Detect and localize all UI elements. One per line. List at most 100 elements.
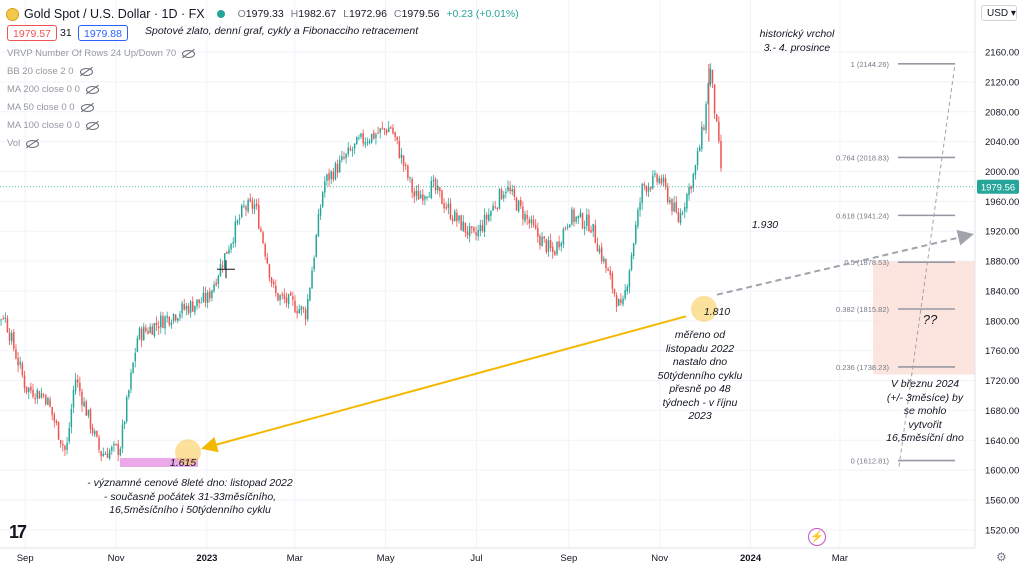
forecast-zone	[873, 261, 979, 375]
candle-body	[468, 226, 471, 237]
candle-body	[379, 128, 381, 133]
candle-body	[228, 249, 230, 254]
candle-body	[313, 257, 315, 270]
candle-body	[349, 148, 352, 151]
candle-body	[443, 203, 445, 209]
candle-body	[123, 421, 126, 425]
eye-hidden-icon[interactable]	[79, 67, 93, 76]
buy-button[interactable]: 1979.88	[78, 25, 128, 41]
candle-body	[662, 177, 665, 183]
candle-body	[707, 83, 709, 105]
tradingview-logo[interactable]: 17	[9, 522, 27, 542]
candle-body	[25, 386, 28, 393]
fib-level-label: 0 (1612.81)	[851, 457, 890, 466]
candle-body	[157, 326, 160, 329]
candle-body	[696, 151, 699, 166]
candle-body	[202, 292, 205, 302]
candle-body	[520, 200, 522, 206]
eye-hidden-icon[interactable]	[26, 139, 40, 148]
candle-body	[343, 157, 345, 159]
candle-body	[15, 349, 17, 359]
candle-body	[128, 390, 130, 397]
candle-body	[571, 209, 573, 225]
candle-body	[600, 247, 603, 262]
price-tick-label: 1640.00	[985, 436, 1019, 447]
indicator-ma50[interactable]: MA 50 close 0 0	[7, 102, 94, 113]
candle-body	[315, 235, 318, 257]
candle-body	[76, 379, 79, 383]
candle-body	[57, 421, 60, 440]
eye-hidden-icon[interactable]	[182, 49, 196, 58]
candle-body	[400, 154, 403, 159]
candle-body	[226, 251, 228, 254]
candle-body	[217, 275, 220, 284]
candle-body	[705, 104, 707, 131]
candle-body	[347, 147, 349, 155]
candle-body	[45, 395, 47, 405]
candle-body	[511, 189, 513, 192]
candle-body	[279, 295, 281, 301]
candle-body	[87, 409, 90, 416]
candle-body	[364, 142, 367, 145]
price-axis	[975, 0, 1023, 569]
candle-body	[596, 243, 599, 252]
candle-body	[528, 219, 531, 224]
candle-body	[592, 223, 594, 232]
candle-body	[179, 313, 181, 318]
candle-body	[526, 214, 528, 219]
gear-icon[interactable]: ⚙	[996, 550, 1007, 564]
candle-body	[49, 399, 51, 407]
candle-body	[36, 389, 39, 399]
candle-body	[13, 331, 15, 349]
candle-body	[660, 178, 663, 184]
candle-body	[106, 453, 109, 458]
chart-subtitle: Spotové zlato, denní graf, cykly a Fibon…	[145, 25, 419, 37]
candle-body	[479, 224, 482, 232]
candle-body	[19, 361, 21, 365]
indicator-vrvp[interactable]: VRVP Number Of Rows 24 Up/Down 70	[7, 48, 196, 59]
change-value: +0.23 (+0.01%)	[446, 8, 519, 20]
candle-body	[430, 180, 433, 198]
indicator-ma100[interactable]: MA 100 close 0 0	[7, 120, 99, 131]
time-tick-label: Jul	[470, 553, 482, 564]
candle-body	[94, 431, 96, 435]
candle-body	[581, 213, 584, 229]
symbol-title[interactable]: Gold Spot / U.S. Dollar · 1D · FX	[24, 7, 205, 21]
candle-body	[262, 232, 264, 244]
candle-body	[366, 142, 369, 144]
candle-body	[294, 300, 296, 313]
candle-body	[658, 178, 660, 183]
candle-body	[492, 205, 494, 211]
candle-body	[353, 143, 356, 149]
candle-body	[245, 206, 247, 210]
price-tick-label: 1840.00	[985, 286, 1019, 297]
eye-hidden-icon[interactable]	[85, 121, 99, 130]
currency-selector[interactable]: USD ▾	[981, 5, 1017, 21]
indicator-ma200[interactable]: MA 200 close 0 0	[7, 84, 99, 95]
candle-body	[153, 323, 156, 336]
candle-body	[319, 207, 322, 216]
indicator-bb[interactable]: BB 20 close 2 0	[7, 66, 93, 77]
candle-body	[507, 186, 509, 191]
market-open-icon	[216, 10, 225, 18]
candle-body	[562, 228, 565, 245]
lightning-icon[interactable]: ⚡	[808, 528, 826, 546]
chart-header: Gold Spot / U.S. Dollar · 1D · FX O1979.…	[6, 5, 519, 23]
candle-body	[332, 171, 335, 180]
ohlc-readout: O1979.33 H1982.67 L1972.96 C1979.56 +0.2…	[237, 8, 519, 20]
price-tick-label: 1680.00	[985, 406, 1019, 417]
indicator-vol[interactable]: Vol	[7, 138, 40, 149]
sell-button[interactable]: 1979.57	[7, 25, 57, 41]
candle-body	[564, 227, 567, 229]
candle-body	[113, 443, 115, 446]
candle-body	[466, 231, 469, 236]
price-tick-label: 2160.00	[985, 48, 1019, 59]
candle-body	[434, 178, 437, 191]
candle-body	[513, 188, 516, 197]
candle-body	[34, 397, 36, 400]
candle-body	[98, 437, 100, 450]
eye-hidden-icon[interactable]	[80, 103, 94, 112]
candle-body	[701, 126, 703, 149]
eye-hidden-icon[interactable]	[85, 85, 99, 94]
